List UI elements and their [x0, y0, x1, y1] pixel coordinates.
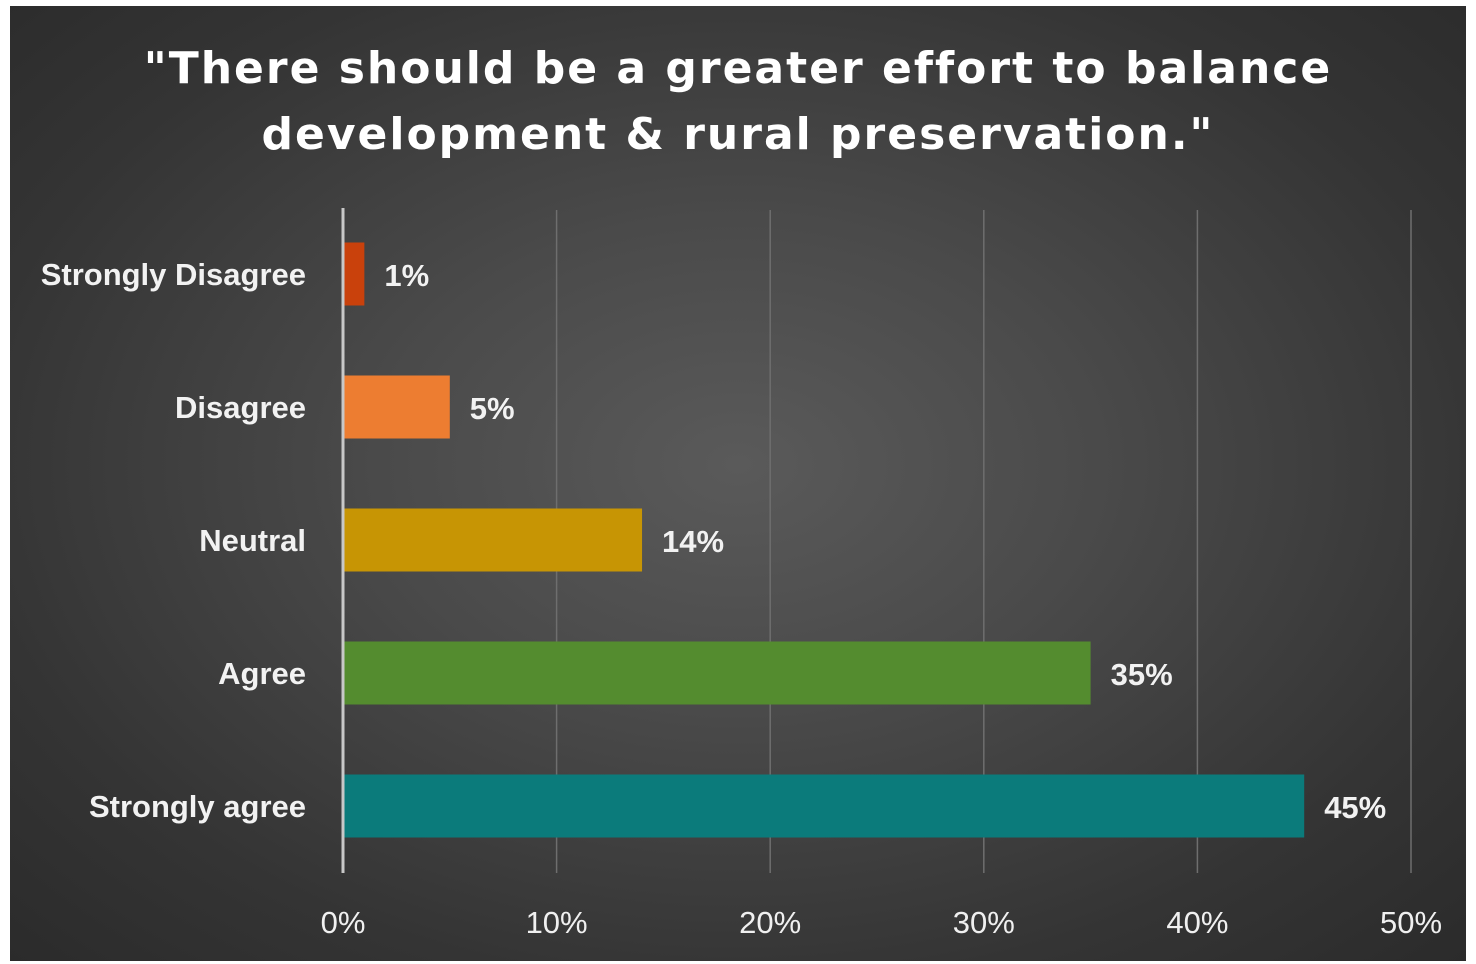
bar — [343, 508, 643, 572]
bar — [343, 774, 1305, 838]
category-label: Disagree — [175, 390, 306, 425]
bar — [343, 375, 450, 439]
category-label: Neutral — [199, 523, 306, 558]
bar — [343, 242, 365, 306]
chart-title-line-2: development & rural preservation." — [261, 109, 1215, 160]
x-tick-label: 30% — [953, 905, 1015, 940]
x-tick-label: 10% — [526, 905, 588, 940]
category-label: Strongly Disagree — [41, 257, 306, 292]
category-label: Agree — [218, 656, 306, 691]
data-label: 1% — [384, 258, 429, 293]
category-label: Strongly agree — [89, 789, 306, 824]
x-tick-label: 20% — [739, 905, 801, 940]
data-label: 35% — [1111, 657, 1173, 692]
bar — [343, 641, 1091, 705]
x-tick-label: 0% — [321, 905, 366, 940]
data-label: 14% — [662, 524, 724, 559]
x-tick-label: 50% — [1380, 905, 1442, 940]
chart-title: "There should be a greater effort to bal… — [0, 36, 1476, 168]
chart-title-line-1: "There should be a greater effort to bal… — [143, 43, 1333, 94]
data-label: 45% — [1324, 790, 1386, 825]
data-label: 5% — [470, 391, 515, 426]
x-tick-label: 40% — [1166, 905, 1228, 940]
